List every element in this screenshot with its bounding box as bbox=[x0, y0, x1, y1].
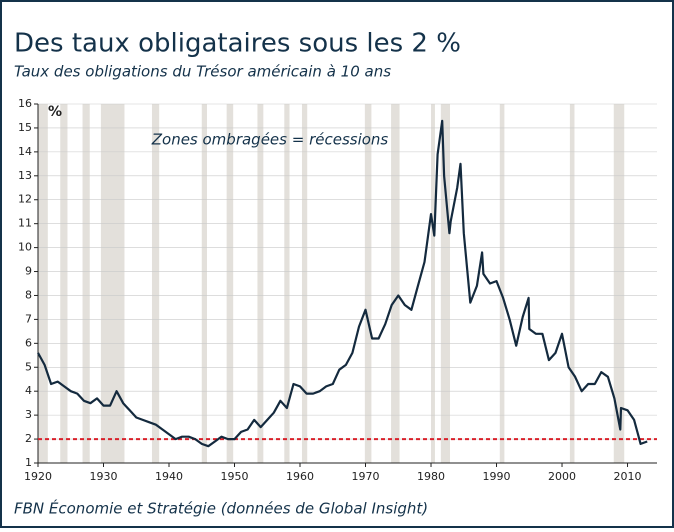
recession-band bbox=[201, 104, 207, 463]
y-tick-label: 2 bbox=[25, 432, 32, 445]
y-tick-label: 10 bbox=[18, 241, 32, 254]
y-tick-label: 16 bbox=[18, 97, 32, 110]
recession-band bbox=[38, 104, 48, 463]
recession-band bbox=[151, 104, 160, 463]
x-tick-label: 1980 bbox=[417, 470, 445, 483]
recession-band bbox=[613, 104, 625, 463]
y-tick-label: 8 bbox=[25, 288, 32, 301]
recession-band bbox=[82, 104, 90, 463]
y-axis-label: % bbox=[48, 104, 62, 120]
x-tick-label: 1940 bbox=[155, 470, 183, 483]
recession-band bbox=[100, 104, 125, 463]
y-tick-label: 6 bbox=[25, 336, 32, 349]
y-tick-label: 1 bbox=[25, 456, 32, 469]
x-tick-label: 2000 bbox=[548, 470, 576, 483]
x-tick-label: 1970 bbox=[352, 470, 380, 483]
y-tick-label: 7 bbox=[25, 312, 32, 325]
recession-band bbox=[257, 104, 264, 463]
source: FBN Économie et Stratégie (données de Gl… bbox=[14, 499, 428, 518]
y-tick-label: 5 bbox=[25, 360, 32, 373]
recession-band bbox=[284, 104, 290, 463]
y-tick-label: 13 bbox=[18, 169, 32, 182]
x-tick-label: 2010 bbox=[614, 470, 642, 483]
recession-band bbox=[440, 104, 451, 463]
recession-band bbox=[60, 104, 68, 463]
chart-subtitle: Taux des obligations du Trésor américain… bbox=[14, 63, 391, 81]
line-series bbox=[37, 119, 648, 448]
x-tick-label: 1990 bbox=[483, 470, 511, 483]
recession-band bbox=[301, 104, 308, 463]
x-tick-label: 1920 bbox=[24, 470, 52, 483]
recession-band bbox=[391, 104, 400, 463]
x-tick-label: 1960 bbox=[286, 470, 314, 483]
recession-band bbox=[364, 104, 372, 463]
y-tick-label: 3 bbox=[25, 408, 32, 421]
x-tick-label: 1950 bbox=[221, 470, 249, 483]
y-tick-label: 9 bbox=[25, 265, 32, 278]
recession-band bbox=[569, 104, 575, 463]
y-tick-label: 11 bbox=[18, 217, 32, 230]
recession-band bbox=[499, 104, 505, 463]
annotation: Zones ombragées = récessions bbox=[151, 131, 389, 149]
y-tick-label: 12 bbox=[18, 193, 32, 206]
y-tick-label: 4 bbox=[25, 384, 32, 397]
chart-title: Des taux obligataires sous les 2 % bbox=[14, 29, 461, 59]
x-tick-label: 1930 bbox=[90, 470, 118, 483]
recession-band bbox=[226, 104, 234, 463]
recession-band bbox=[431, 104, 435, 463]
y-tick-label: 15 bbox=[18, 121, 32, 134]
y-tick-label: 14 bbox=[18, 145, 32, 158]
